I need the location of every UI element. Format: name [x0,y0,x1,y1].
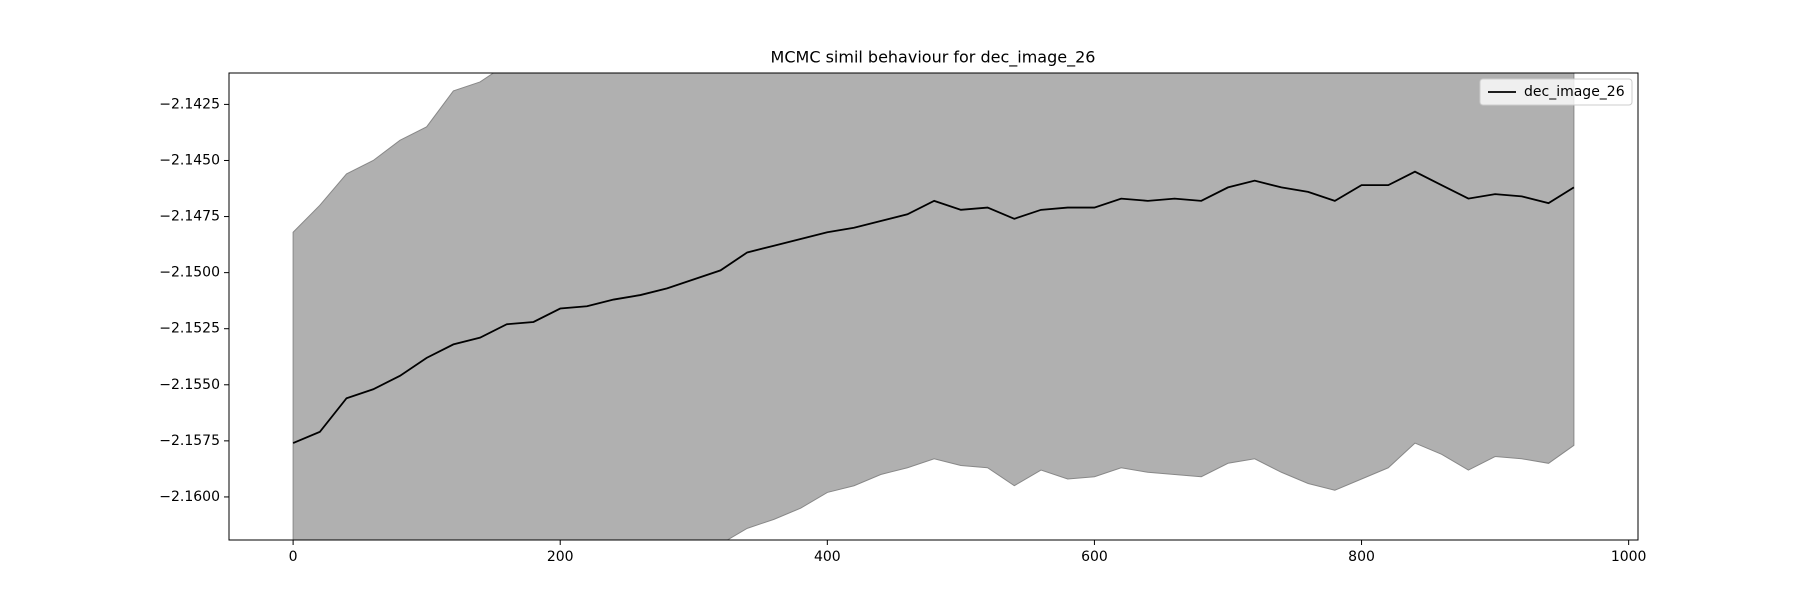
legend-label: dec_image_26 [1524,84,1625,100]
x-tick-label: 600 [1081,549,1108,565]
y-tick-label: −2.1500 [159,265,220,281]
data-line [292,170,1575,444]
x-tick-label: 1000 [1611,549,1647,565]
x-tick-label: 400 [814,549,841,565]
chart-title: MCMC simil behaviour for dec_image_26 [771,48,1096,68]
legend-box [1479,78,1633,106]
y-tick-label: −2.1425 [159,96,220,112]
y-tick-label: −2.1575 [159,433,220,449]
x-tick-label: 800 [1348,549,1375,565]
x-tick-label: 0 [289,549,298,565]
y-tick-label: −2.1600 [159,489,220,505]
x-tick-label: 200 [547,549,574,565]
y-tick-label: −2.1450 [159,152,220,168]
confidence-band [292,73,1575,540]
y-tick-label: −2.1475 [159,209,220,225]
y-tick-label: −2.1525 [159,321,220,337]
plot-area [292,73,1575,540]
y-tick-label: −2.1550 [159,377,220,393]
plot-frame [228,72,1639,541]
